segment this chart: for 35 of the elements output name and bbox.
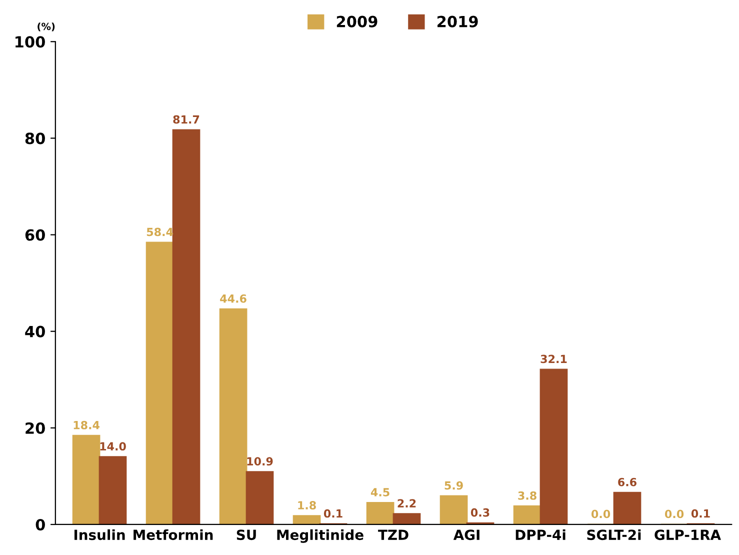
data-label: 1.8 — [298, 501, 316, 510]
data-label: 4.5 — [370, 488, 390, 496]
legend-label: 2009 — [336, 16, 378, 28]
y-tick-label: 80 — [25, 132, 45, 144]
x-tick-label: GLP-1RA — [654, 530, 721, 540]
data-label: 0.0 — [591, 510, 610, 518]
data-label: 2.2 — [398, 499, 416, 508]
data-label: 0.1 — [324, 509, 342, 518]
y-tick-label: 100 — [16, 36, 45, 48]
data-label: 32.1 — [540, 354, 567, 364]
x-tick-label: Meglitinide — [277, 529, 364, 543]
data-label: 0.1 — [691, 509, 710, 518]
x-tick-label: DPP-4i — [516, 529, 566, 540]
data-label: 0.0 — [664, 510, 684, 518]
x-tick-label: TZD — [378, 530, 408, 540]
data-label: 6.6 — [618, 478, 636, 486]
data-label: 81.7 — [173, 115, 200, 124]
data-label: 5.9 — [444, 481, 463, 490]
legend-label: 2019 — [438, 16, 478, 28]
y-tick-label: 40 — [25, 326, 45, 338]
y-tick-label: 0 — [36, 518, 45, 530]
data-label: 0.3 — [470, 508, 490, 517]
data-label: 44.6 — [220, 294, 246, 303]
x-tick-label: Metformin — [134, 529, 213, 540]
x-tick-label: SGLT-2i — [587, 529, 641, 540]
y-tick-label: 20 — [26, 422, 45, 434]
x-tick-label: AGI — [453, 530, 480, 540]
data-label: 14.0 — [100, 442, 126, 451]
x-tick-label: Insulin — [74, 529, 125, 540]
data-label: 3.8 — [518, 491, 536, 500]
y-axis-title: (%) — [38, 22, 55, 32]
y-tick-label: 60 — [25, 229, 45, 241]
data-label: 10.9 — [247, 457, 273, 466]
x-tick-label: SU — [236, 530, 256, 540]
data-label: 18.4 — [74, 420, 100, 430]
